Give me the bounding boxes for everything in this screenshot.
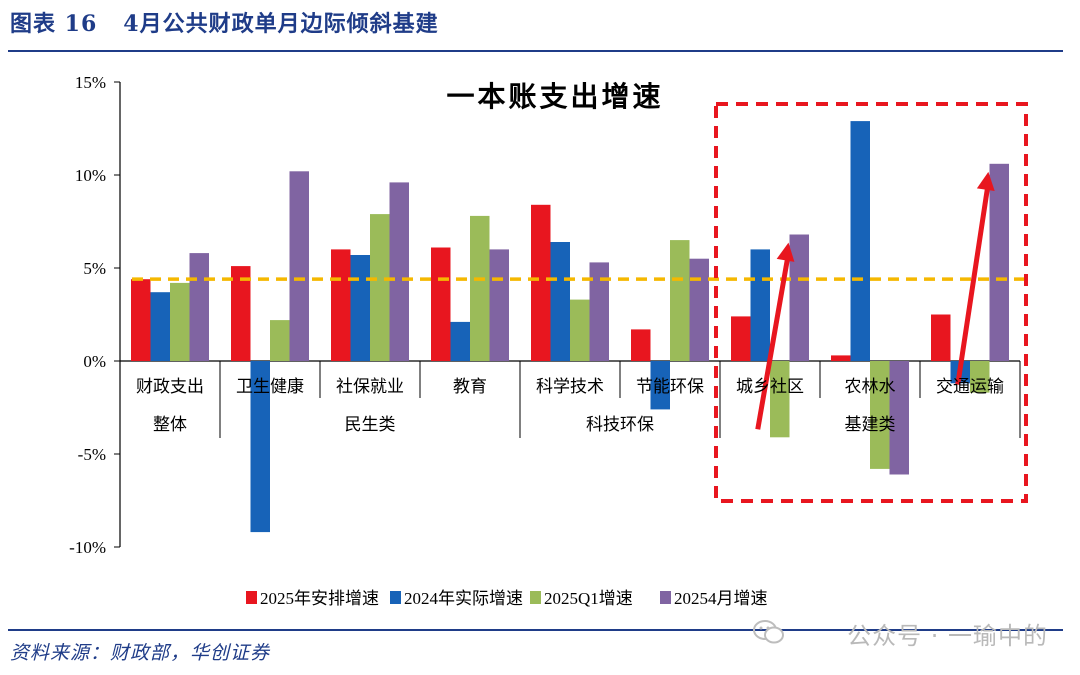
- bar: [431, 247, 451, 361]
- legend-label: 2025Q1增速: [544, 589, 633, 608]
- trend-arrow-head: [976, 171, 995, 191]
- bar: [731, 316, 751, 361]
- y-tick-label: 5%: [83, 259, 106, 278]
- category-label: 卫生健康: [236, 377, 304, 397]
- bar: [370, 214, 390, 361]
- highlight-box: [714, 102, 1028, 503]
- group-label: 科技环保: [586, 415, 654, 435]
- bar: [589, 262, 609, 361]
- y-tick-label: 15%: [75, 73, 106, 92]
- bar: [150, 292, 170, 361]
- legend-swatch: [660, 591, 671, 604]
- bottom-rule: [8, 629, 1063, 631]
- group-label: 民生类: [345, 415, 396, 435]
- wechat-icon: [753, 620, 784, 644]
- legend-swatch: [246, 591, 257, 604]
- bar: [631, 329, 651, 361]
- group-label: 基建类: [845, 415, 896, 435]
- bar: [789, 234, 809, 361]
- bar: [331, 249, 351, 361]
- bar: [931, 314, 951, 361]
- bar: [250, 361, 270, 533]
- category-label: 教育: [453, 377, 487, 397]
- bar: [531, 204, 551, 361]
- category-label: 财政支出: [136, 377, 204, 397]
- bar: [889, 361, 909, 475]
- legend-label: 2025年安排增速: [260, 589, 379, 608]
- category-label: 农林水: [845, 377, 896, 397]
- y-tick-label: -5%: [78, 445, 106, 464]
- chart-title: 一本账支出增速: [446, 80, 663, 113]
- category-label: 社保就业: [336, 377, 404, 397]
- bar: [289, 171, 309, 361]
- bar: [189, 253, 209, 361]
- top-rule: [8, 50, 1063, 52]
- legend-label: 2024年实际增速: [404, 589, 523, 608]
- legend-swatch: [530, 591, 541, 604]
- category-label: 交通运输: [936, 377, 1004, 397]
- trend-arrow-shaft: [955, 187, 990, 385]
- figure-title: 图表 16 4月公共财政单月边际倾斜基建: [10, 6, 439, 38]
- trend-arrow-shaft: [755, 258, 790, 430]
- bar: [570, 299, 590, 361]
- bar: [850, 121, 870, 361]
- legend-label: 20254月增速: [674, 589, 768, 608]
- bar: [689, 258, 709, 361]
- bar: [131, 279, 151, 361]
- bar: [550, 242, 570, 361]
- trend-arrow-head: [776, 242, 795, 262]
- chart-legend: 2025年安排增速 2024年实际增速 2025Q1增速 20254月增速: [246, 589, 768, 608]
- chart-bars: [131, 121, 1009, 533]
- bar: [650, 361, 670, 410]
- bar: [470, 215, 490, 361]
- bar: [970, 361, 990, 393]
- source-note: 资料来源：财政部，华创证券: [10, 642, 271, 664]
- bar: [870, 361, 890, 469]
- bar: [350, 255, 370, 361]
- bar: [670, 240, 690, 361]
- bar: [450, 321, 470, 361]
- highlight-layer: [714, 102, 1028, 503]
- bar: [750, 249, 770, 361]
- y-tick-label: 0%: [83, 352, 106, 371]
- bar: [489, 249, 509, 361]
- y-tick-label: -10%: [69, 538, 106, 557]
- legend-swatch: [390, 591, 401, 604]
- bar: [770, 361, 790, 438]
- bar: [170, 282, 190, 361]
- bar: [989, 163, 1009, 361]
- category-label: 科学技术: [536, 377, 604, 397]
- category-label: 节能环保: [636, 377, 704, 397]
- bar: [270, 320, 290, 361]
- category-label: 城乡社区: [736, 377, 804, 397]
- bar: [831, 355, 851, 361]
- bar: [231, 266, 251, 361]
- watermark: 公众号 · 一瑜中的: [847, 622, 1048, 650]
- figure-title-text: 4月公共财政单月边际倾斜基建: [123, 11, 439, 37]
- bar: [389, 182, 409, 361]
- group-label: 整体: [153, 415, 187, 435]
- figure-label: 图表 16: [10, 11, 98, 37]
- y-tick-label: 10%: [75, 166, 106, 185]
